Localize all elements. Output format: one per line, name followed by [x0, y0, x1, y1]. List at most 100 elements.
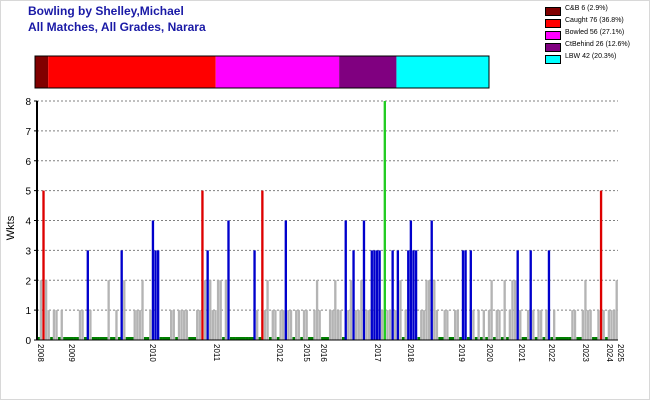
- bar-zero: [448, 337, 452, 340]
- bar-zero: [162, 337, 166, 340]
- x-year-label: 2011: [212, 344, 221, 362]
- bar: [339, 310, 342, 340]
- bar-zero: [175, 337, 179, 340]
- bar-zero: [190, 337, 194, 340]
- bar-zero: [459, 337, 463, 340]
- bar: [282, 310, 285, 340]
- bar: [545, 310, 548, 340]
- x-year-label: 2008: [36, 344, 45, 362]
- legend-swatch: [545, 19, 561, 28]
- bar: [612, 310, 616, 340]
- bar: [60, 310, 63, 340]
- bar-zero: [321, 337, 324, 340]
- bar: [214, 310, 217, 340]
- bar-zero: [104, 337, 108, 340]
- bar: [584, 280, 587, 340]
- bar: [443, 310, 446, 340]
- bar: [263, 310, 267, 340]
- legend-label: C&B 6 (2.9%): [565, 5, 608, 12]
- bar: [498, 310, 501, 340]
- bar-zero: [73, 337, 77, 340]
- x-year-label: 2022: [547, 344, 556, 362]
- bar-zero: [50, 337, 54, 340]
- bar-zero: [568, 337, 572, 340]
- legend-label: Bowled 56 (27.1%): [565, 29, 625, 36]
- y-tick-label: 3: [25, 246, 31, 257]
- bar: [365, 310, 368, 340]
- bar-zero: [341, 337, 345, 340]
- bar: [52, 310, 56, 340]
- bar: [516, 250, 519, 340]
- dismissal-bar-border: [34, 55, 490, 89]
- bar: [526, 310, 530, 340]
- bar: [487, 310, 491, 340]
- bar-zero: [542, 337, 546, 340]
- bar: [180, 310, 183, 340]
- bar-zero: [323, 337, 327, 340]
- y-tick-label: 5: [25, 187, 31, 198]
- bar: [347, 310, 350, 340]
- bar-zero: [451, 337, 455, 340]
- bar: [362, 220, 366, 340]
- bar-zero: [63, 337, 67, 340]
- bar-zero: [480, 337, 483, 340]
- bar-zero: [91, 337, 95, 340]
- bar-zero: [164, 337, 168, 340]
- bar-zero: [250, 337, 254, 340]
- bar-zero: [128, 337, 132, 340]
- bar: [383, 101, 386, 340]
- bar-zero: [188, 337, 192, 340]
- bar-zero: [438, 337, 442, 340]
- legend-swatch: [545, 7, 561, 16]
- bar-zero: [125, 337, 129, 340]
- y-tick-label: 6: [25, 157, 31, 168]
- bar: [519, 310, 522, 340]
- bar: [315, 280, 319, 340]
- bar: [430, 220, 433, 340]
- y-tick-label: 0: [25, 336, 31, 347]
- x-year-label: 2020: [485, 344, 494, 362]
- bar: [469, 250, 472, 340]
- bar: [289, 310, 293, 340]
- bar-zero: [300, 337, 304, 340]
- bar: [183, 310, 186, 340]
- x-year-label: 2016: [319, 344, 328, 362]
- bar: [279, 310, 282, 340]
- bar: [185, 310, 188, 340]
- bar: [399, 280, 402, 340]
- bar: [141, 280, 144, 340]
- x-year-label: 2012: [275, 344, 284, 362]
- y-tick-label: 7: [25, 127, 31, 138]
- bar: [414, 250, 418, 340]
- bar: [209, 280, 212, 340]
- bar: [253, 250, 256, 340]
- bar: [422, 310, 426, 340]
- bar: [597, 310, 600, 340]
- y-tick-label: 1: [25, 306, 31, 317]
- dismissal-segment-bowled: [215, 56, 340, 88]
- bar: [420, 310, 423, 340]
- bar-zero: [594, 337, 598, 340]
- bar: [513, 280, 517, 340]
- bar: [427, 280, 431, 340]
- bar: [354, 310, 358, 340]
- bar: [287, 310, 290, 340]
- bar: [607, 310, 611, 340]
- bar: [196, 310, 199, 340]
- bar: [224, 280, 228, 340]
- legend-label: Caught 76 (36.8%): [565, 17, 624, 24]
- y-tick-label: 2: [25, 276, 31, 287]
- bar: [334, 280, 337, 340]
- bar: [201, 190, 204, 340]
- bar-zero: [143, 337, 147, 340]
- bar: [433, 280, 436, 340]
- x-year-label: 2015: [302, 344, 311, 362]
- bar-zero: [237, 337, 241, 340]
- bar: [274, 310, 277, 340]
- bar-zero: [232, 337, 236, 340]
- legend-label: LBW 42 (20.3%): [565, 53, 617, 60]
- bar: [407, 250, 410, 340]
- bar: [477, 310, 480, 340]
- bar: [302, 310, 306, 340]
